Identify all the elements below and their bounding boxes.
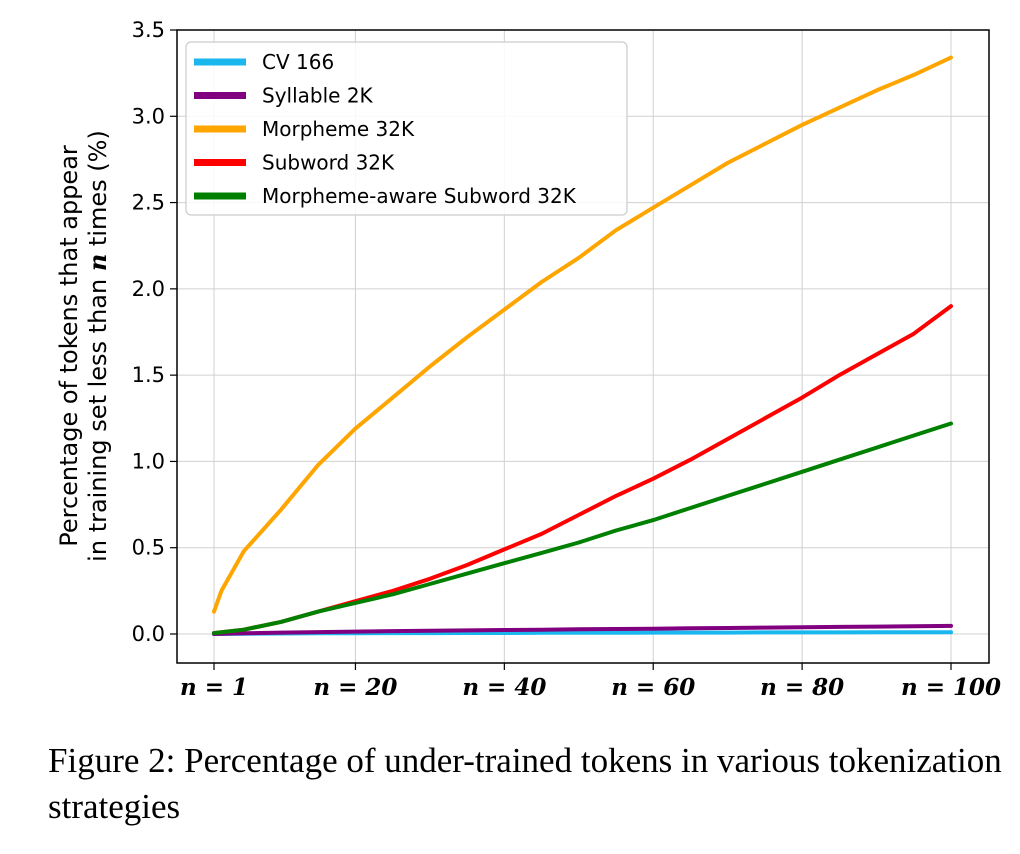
figure-caption: Figure 2: Percentage of under-trained to…	[48, 741, 1002, 826]
axis-ticks: 0.0 0.5 1.0 1.5 2.0 2.5 3.0 3.5 n = 1 n = 20 n = 4…	[132, 18, 1001, 701]
y-axis-label-variable: n	[83, 254, 112, 271]
y-tick-label: 3.0	[132, 104, 165, 128]
y-tick-label: 2.5	[132, 191, 165, 215]
legend-label: Syllable 2K	[262, 84, 374, 108]
y-axis-label-line2-post: times (%)	[84, 130, 112, 254]
x-tick-label: n = 80	[760, 674, 844, 701]
legend-label: Morpheme 32K	[262, 117, 415, 141]
y-axis-label-line2: in training set less than n times (%)	[83, 130, 112, 562]
series-line-2	[212, 623, 953, 636]
y-tick-label: 1.5	[132, 363, 165, 387]
y-tick-label: 0.0	[132, 622, 165, 646]
series-line-5	[212, 421, 953, 636]
legend-label: Morpheme-aware Subword 32K	[262, 184, 577, 208]
legend: CV 166 Syllable 2K Morpheme 32K Subword 32K…	[185, 41, 628, 216]
series-lines	[212, 55, 953, 636]
y-tick-label: 0.5	[132, 536, 165, 560]
y-axis-label-line2-pre: in training set less than	[84, 271, 112, 562]
plot-frame	[176, 29, 990, 664]
y-tick-label: 3.5	[132, 18, 165, 42]
series-line-3	[212, 55, 953, 614]
y-tick-label: 1.0	[132, 449, 165, 473]
x-tick-label: n = 100	[901, 674, 1001, 701]
y-tick-label: 2.0	[132, 277, 165, 301]
series-line-4	[212, 304, 953, 636]
legend-box	[185, 41, 628, 216]
x-tick-label: n = 60	[611, 674, 695, 701]
legend-label: CV 166	[262, 50, 334, 74]
x-tick-label: n = 1	[180, 674, 248, 701]
y-axis-label-line1: Percentage of tokens that appear	[55, 145, 83, 547]
legend-label: Subword 32K	[262, 151, 395, 175]
x-tick-label: n = 20	[313, 674, 397, 701]
x-tick-label: n = 40	[462, 674, 546, 701]
